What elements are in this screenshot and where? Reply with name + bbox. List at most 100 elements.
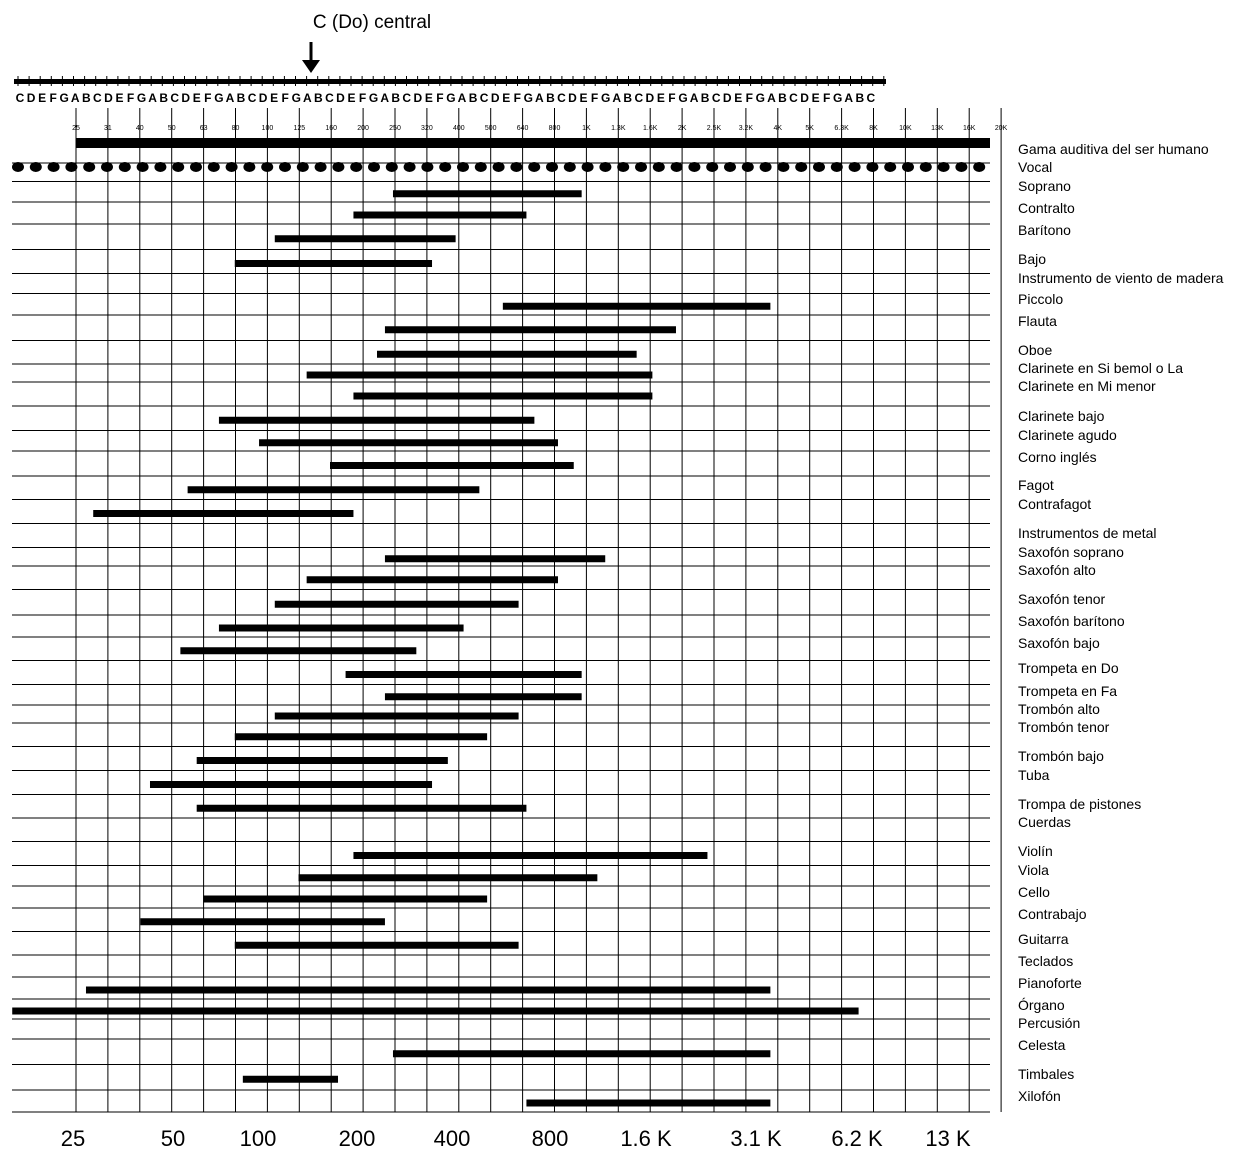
note-letter: G — [601, 91, 610, 105]
range-bar — [85, 986, 771, 994]
row-label: Celesta — [1018, 1037, 1066, 1053]
x-tick-label: 25 — [61, 1126, 85, 1151]
row-label: Viola — [1018, 862, 1049, 878]
note-letter: C — [789, 91, 798, 105]
row-label: Trompeta en Fa — [1018, 683, 1117, 699]
note-letter: G — [292, 91, 301, 105]
note-letter: A — [535, 91, 544, 105]
middle-c-arrow-head — [302, 60, 320, 73]
range-bar — [196, 757, 448, 764]
note-letter: E — [812, 91, 820, 105]
row-label: Instrumentos de metal — [1018, 525, 1157, 541]
note-letter: G — [369, 91, 378, 105]
note-letter: F — [668, 91, 675, 105]
vocal-dot — [670, 162, 683, 172]
row-label: Contrafagot — [1018, 496, 1091, 512]
note-letter: B — [778, 91, 787, 105]
range-bar — [274, 235, 456, 243]
minor-tick-label: 320 — [421, 125, 433, 132]
note-letter: C — [867, 91, 876, 105]
x-tick-label: 400 — [434, 1126, 471, 1151]
note-letter: G — [446, 91, 455, 105]
note-letter: C — [325, 91, 334, 105]
range-bar — [384, 555, 606, 563]
x-tick-label: 800 — [532, 1126, 569, 1151]
note-letter: A — [767, 91, 776, 105]
note-letter: C — [16, 91, 25, 105]
row-label: Barítono — [1018, 222, 1071, 238]
note-letter: D — [800, 91, 809, 105]
vocal-dot — [848, 162, 861, 172]
note-letter: A — [844, 91, 853, 105]
vocal-dot — [919, 162, 932, 172]
note-letter: F — [204, 91, 211, 105]
note-letter: D — [568, 91, 577, 105]
range-bar — [353, 852, 708, 859]
vocal-dot — [83, 162, 96, 172]
vocal-dot — [955, 162, 968, 172]
row-label: Trombón bajo — [1018, 748, 1104, 764]
vocal-dot — [385, 162, 398, 172]
note-letter: F — [282, 91, 289, 105]
note-letter: A — [380, 91, 389, 105]
note-letter: D — [491, 91, 500, 105]
vocal-dot — [546, 162, 558, 172]
note-letter: G — [60, 91, 69, 105]
note-letter: C — [557, 91, 566, 105]
row-label: Violín — [1018, 843, 1053, 859]
row-label: Tuba — [1018, 767, 1050, 783]
middle-c-annotation: C (Do) central — [313, 12, 431, 33]
note-letter: E — [38, 91, 46, 105]
minor-tick-label: 4K — [774, 125, 783, 132]
range-bar — [234, 260, 433, 267]
note-letter: A — [612, 91, 621, 105]
note-letter: D — [27, 91, 36, 105]
range-bar — [149, 781, 433, 788]
note-letter: D — [259, 91, 268, 105]
range-bar — [392, 190, 582, 198]
note-letter: C — [480, 91, 489, 105]
vocal-dot — [706, 162, 719, 172]
minor-tick-label: 1.3K — [611, 125, 626, 132]
minor-tick-label: 1.6K — [643, 125, 658, 132]
row-label: Flauta — [1018, 313, 1057, 329]
vocal-dot — [652, 162, 665, 172]
range-bar — [345, 671, 582, 678]
note-letter: F — [514, 91, 521, 105]
note-letter: F — [591, 91, 598, 105]
range-bar — [218, 624, 464, 632]
vocal-dot — [474, 162, 487, 172]
vocal-dot — [368, 162, 380, 172]
row-label: Trompa de pistones — [1018, 796, 1141, 812]
range-bar — [298, 874, 598, 882]
vocal-dot — [439, 162, 452, 172]
vocal-dot — [492, 162, 505, 172]
vocal-dot — [47, 162, 60, 172]
vocal-dot — [314, 162, 327, 172]
range-bar — [330, 462, 574, 469]
vocal-dot — [12, 162, 24, 172]
row-label: Clarinete bajo — [1018, 408, 1105, 424]
note-letter: G — [137, 91, 146, 105]
range-bar — [242, 1075, 339, 1083]
row-label: Clarinete agudo — [1018, 427, 1117, 443]
vocal-dot — [457, 162, 469, 172]
note-letter: B — [546, 91, 555, 105]
note-letter: E — [580, 91, 588, 105]
range-bar — [259, 439, 558, 447]
minor-tick-label: 400 — [453, 125, 465, 132]
note-letter: D — [413, 91, 422, 105]
note-letter: C — [170, 91, 179, 105]
range-bar — [218, 416, 535, 424]
minor-tick-label: 8K — [869, 125, 878, 132]
x-tick-label: 1.6 K — [620, 1126, 672, 1151]
minor-tick-label: 100 — [262, 125, 274, 132]
vocal-dot — [813, 162, 825, 172]
row-label: Saxofón alto — [1018, 562, 1096, 578]
note-letter: G — [524, 91, 533, 105]
vocal-dot — [902, 162, 914, 172]
note-letter: C — [712, 91, 721, 105]
vocal-dot — [866, 162, 879, 172]
note-letter: B — [623, 91, 632, 105]
note-letter: F — [49, 91, 56, 105]
